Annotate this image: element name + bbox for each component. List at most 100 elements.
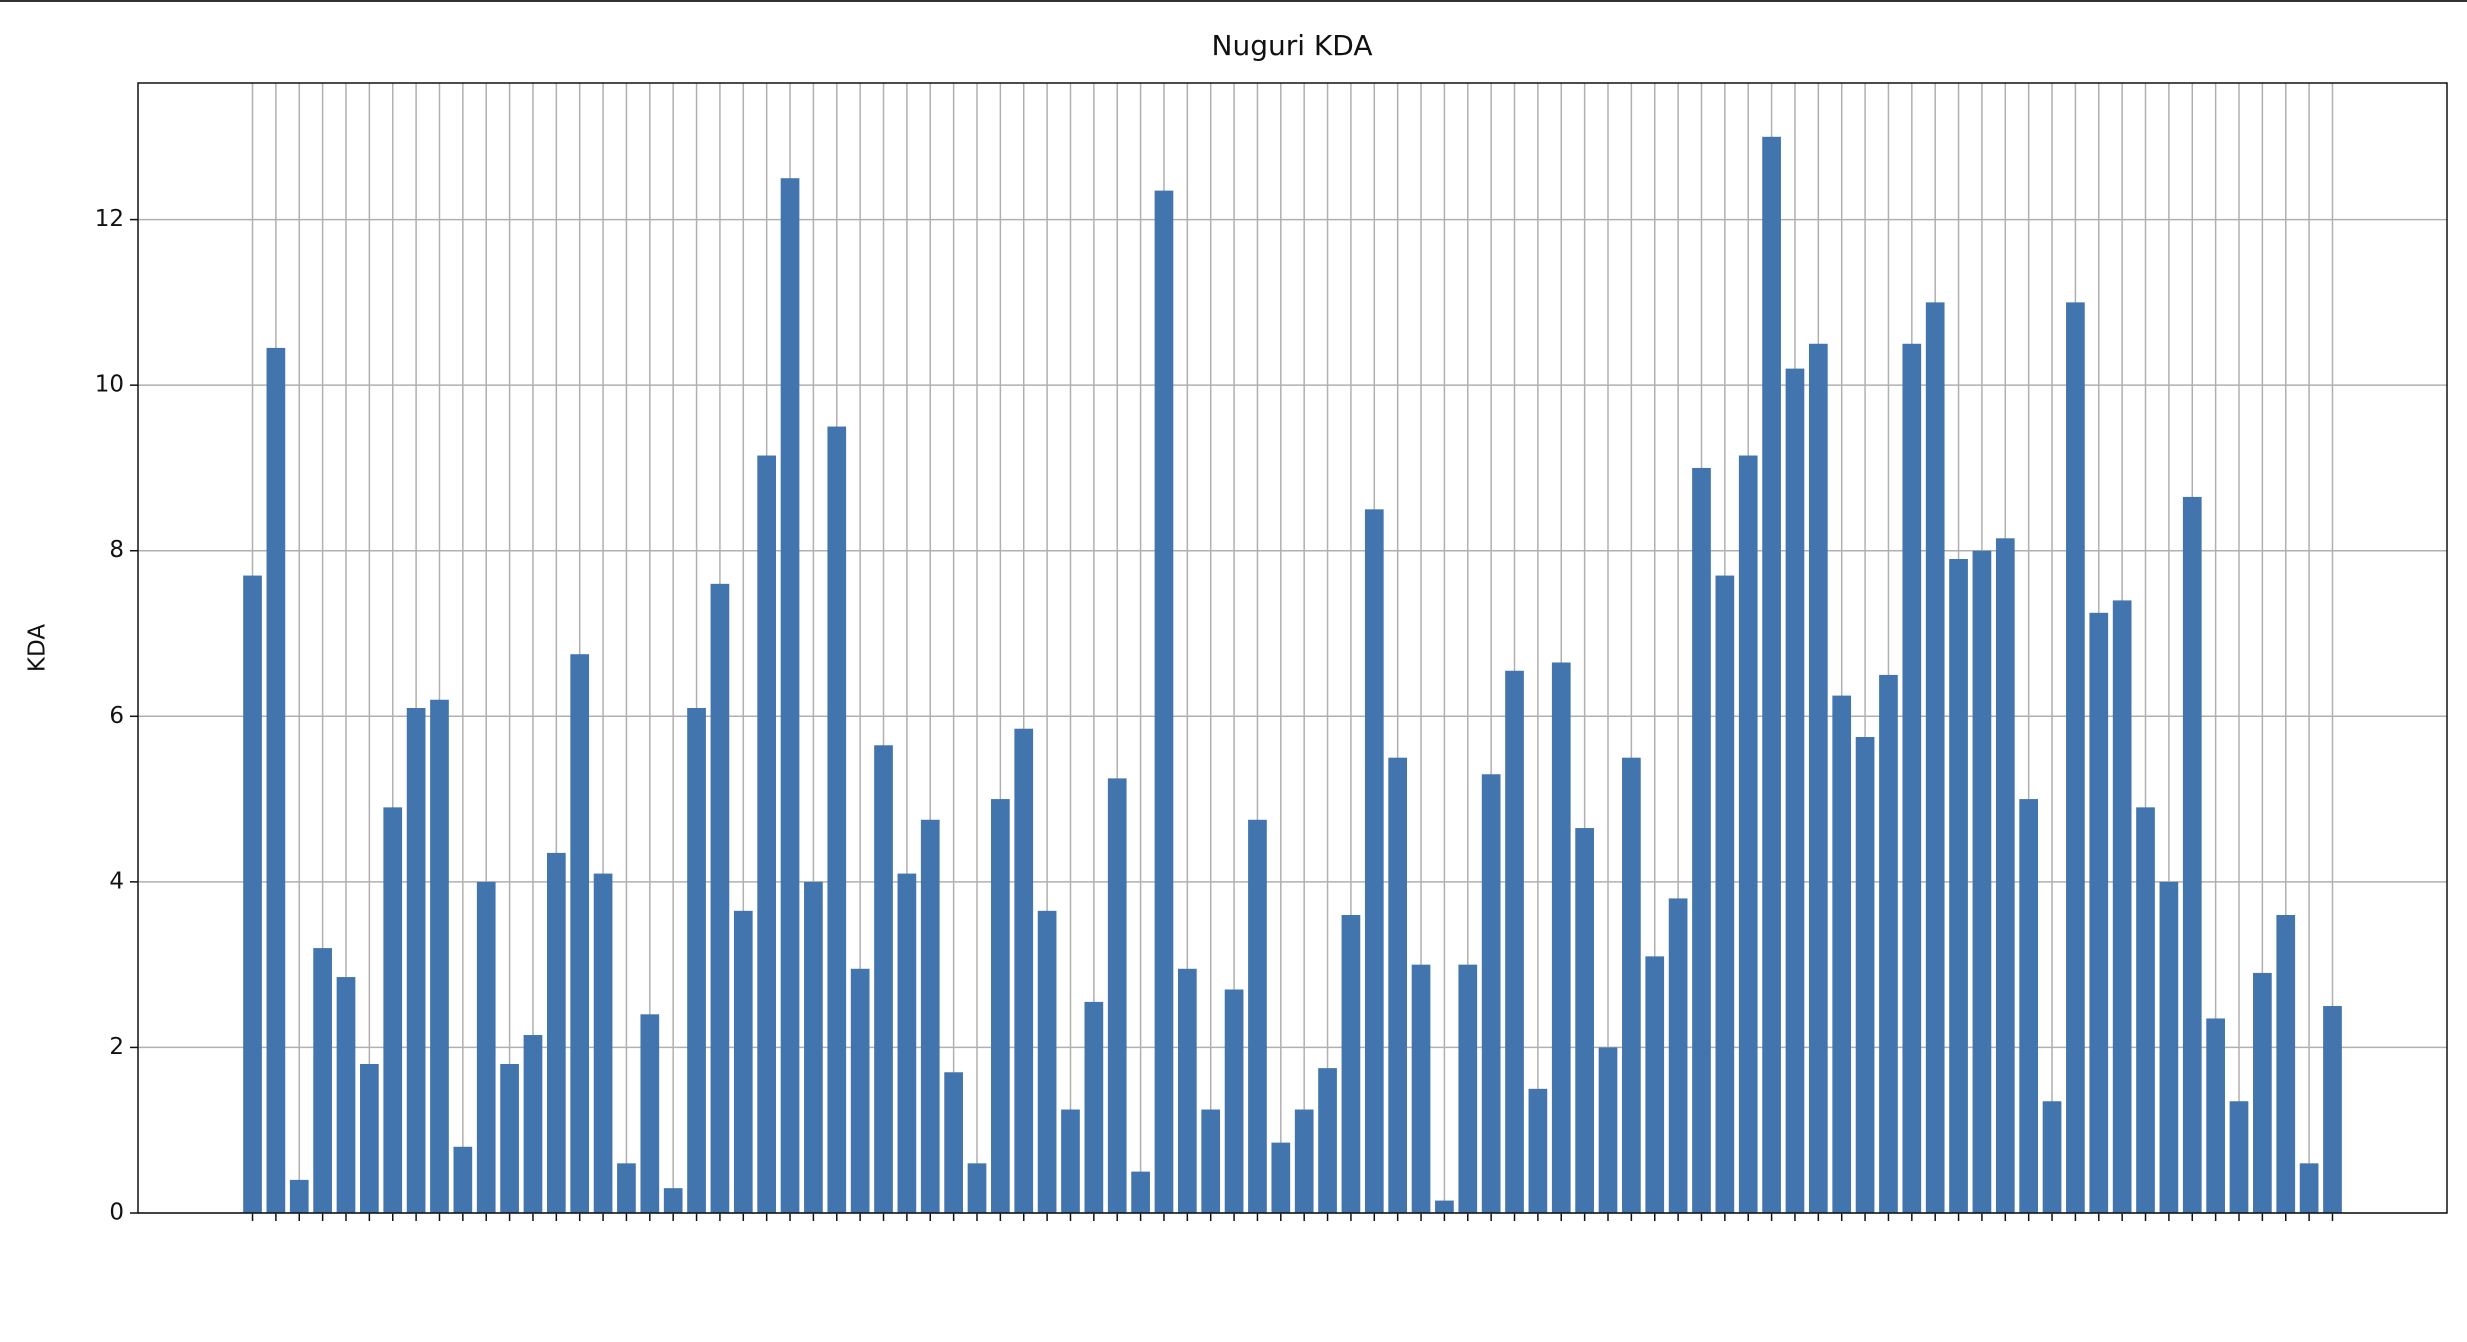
y-tick-label: 12	[95, 206, 124, 232]
bar	[640, 1014, 660, 1213]
bar	[1972, 550, 1992, 1213]
bar	[1738, 455, 1758, 1213]
bar	[1902, 343, 1922, 1213]
bar	[850, 968, 870, 1213]
bar	[1248, 819, 1267, 1213]
y-tick-label: 2	[109, 1034, 124, 1060]
bar	[1551, 662, 1571, 1213]
plot-frame	[137, 82, 2448, 1214]
bar	[944, 1072, 963, 1213]
bar	[827, 426, 847, 1213]
bar	[1014, 728, 1034, 1213]
bar	[2112, 600, 2132, 1213]
bar	[663, 1188, 683, 1213]
bar	[1505, 670, 1524, 1213]
y-tick-label: 4	[109, 868, 124, 894]
y-tick-label: 6	[109, 703, 124, 729]
bar	[757, 455, 777, 1213]
bar	[967, 1163, 987, 1213]
bar	[1177, 968, 1197, 1213]
bar	[1575, 828, 1594, 1213]
bar	[2323, 1006, 2342, 1213]
bar	[1925, 302, 1945, 1213]
bar	[1762, 136, 1781, 1213]
bar	[2206, 1018, 2225, 1213]
bar	[1598, 1047, 1618, 1213]
bar	[1808, 343, 1828, 1213]
bar	[991, 799, 1010, 1213]
bar	[570, 654, 590, 1213]
y-axis-label: KDA	[25, 624, 51, 672]
bar	[2229, 1101, 2249, 1213]
bar	[1855, 736, 1875, 1213]
bar	[1785, 368, 1805, 1214]
bar	[1458, 964, 1478, 1213]
bar	[523, 1035, 543, 1213]
bar	[2182, 496, 2202, 1213]
bar	[2066, 302, 2085, 1213]
bar	[1995, 538, 2015, 1213]
bar	[1154, 190, 1174, 1214]
bar	[1364, 509, 1384, 1213]
bar	[266, 347, 286, 1213]
bar	[2253, 972, 2272, 1213]
bar	[476, 881, 496, 1213]
bar	[733, 910, 753, 1213]
bar	[1388, 757, 1408, 1213]
bar	[1037, 910, 1057, 1213]
bar	[874, 745, 893, 1213]
bar	[1692, 467, 1711, 1213]
bar	[2159, 881, 2179, 1213]
bar	[920, 819, 940, 1213]
bar	[780, 178, 800, 1214]
bar	[2019, 799, 2039, 1213]
bar	[546, 852, 566, 1213]
bar	[1622, 757, 1641, 1213]
bar	[453, 1146, 473, 1213]
bar	[1201, 1109, 1221, 1213]
bar	[2089, 612, 2109, 1213]
bar	[1318, 1068, 1337, 1213]
bar	[500, 1063, 519, 1213]
bar	[1645, 956, 1665, 1213]
bar	[1084, 1001, 1104, 1213]
bar	[1224, 989, 1244, 1213]
chart-title: Nuguri KDA	[1212, 29, 1373, 62]
bar	[1341, 914, 1361, 1213]
bar	[897, 873, 917, 1213]
bar	[406, 708, 426, 1213]
bar	[2299, 1163, 2319, 1213]
bar	[687, 708, 706, 1213]
bar	[617, 1163, 636, 1213]
bar	[1715, 575, 1735, 1213]
bar	[593, 873, 613, 1213]
bar	[430, 699, 449, 1213]
bar	[1271, 1142, 1291, 1213]
bar	[360, 1063, 379, 1213]
y-tick-label: 8	[109, 537, 124, 563]
bar	[243, 575, 262, 1213]
bar	[336, 977, 356, 1213]
bar	[1061, 1109, 1080, 1213]
bar	[804, 881, 823, 1213]
bar	[1879, 674, 1898, 1213]
bar	[1481, 774, 1501, 1213]
bar	[1668, 898, 1688, 1213]
bar	[1107, 778, 1127, 1213]
bar	[2276, 914, 2296, 1213]
bar	[1435, 1200, 1454, 1213]
bar	[1131, 1171, 1150, 1213]
bar	[289, 1179, 309, 1213]
bar	[710, 583, 730, 1213]
bar	[2042, 1101, 2062, 1213]
bar	[1411, 964, 1431, 1213]
bar	[1528, 1088, 1548, 1213]
y-tick-label: 0	[109, 1200, 124, 1226]
bar	[1949, 559, 1968, 1213]
bar	[1294, 1109, 1314, 1213]
bar	[1832, 695, 1852, 1213]
y-tick-label: 10	[95, 372, 124, 398]
bar	[383, 807, 403, 1213]
bar	[2136, 807, 2155, 1213]
bar	[313, 948, 332, 1213]
